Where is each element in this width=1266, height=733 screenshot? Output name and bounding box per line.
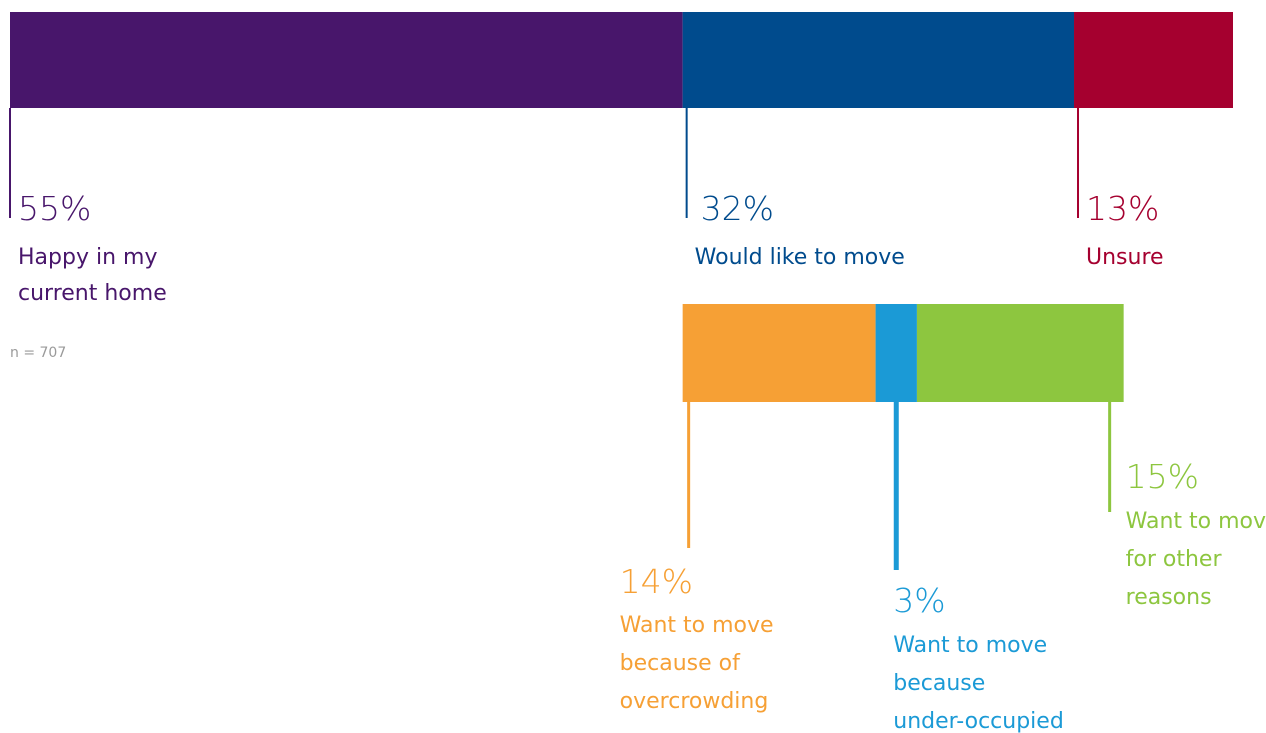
breakdown-percent-label-0: 14%	[620, 562, 693, 601]
main-percent-label-0: 55%	[18, 189, 91, 228]
sample-size-note: n = 707	[10, 345, 66, 361]
main-bar-segment-1	[682, 12, 1075, 108]
main-bar	[10, 12, 1233, 108]
main-bar-segment-2	[1074, 12, 1233, 108]
main-labels: 55% Happy in my current home 32% Would like …	[9, 108, 1164, 306]
main-category-label-2: Unsure	[1086, 245, 1164, 270]
breakdown-category-label-1: Want to move	[893, 633, 1047, 658]
breakdown-category-label-0: Want to move	[620, 613, 774, 638]
breakdown-bar-segment-0	[682, 304, 876, 402]
breakdown-bar-segment-1	[875, 304, 917, 402]
main-category-label-0: Happy in my	[18, 245, 157, 270]
breakdown-category-label-2: for other	[1126, 547, 1223, 572]
main-category-label-1: Would like to move	[695, 245, 905, 270]
breakdown-category-label-1: under-occupied	[893, 709, 1064, 733]
breakdown-category-label-1: because	[893, 671, 985, 696]
breakdown-percent-label-2: 15%	[1126, 457, 1199, 496]
main-percent-label-2: 13%	[1086, 189, 1159, 228]
breakdown-bar-segment-2	[916, 304, 1124, 402]
main-category-label-0: current home	[18, 281, 167, 306]
breakdown-labels: 14% Want to move because of overcrowding 3% W…	[620, 402, 1266, 733]
breakdown-category-label-0: because of	[620, 651, 741, 676]
breakdown-category-label-2: reasons	[1126, 585, 1212, 610]
main-bar-segment-0	[10, 12, 683, 108]
breakdown-percent-label-1: 3%	[893, 581, 945, 620]
main-percent-label-1: 32%	[701, 189, 774, 228]
breakdown-bar	[682, 304, 1124, 402]
breakdown-category-label-2: Want to move	[1126, 509, 1266, 534]
breakdown-category-label-0: overcrowding	[620, 689, 769, 714]
